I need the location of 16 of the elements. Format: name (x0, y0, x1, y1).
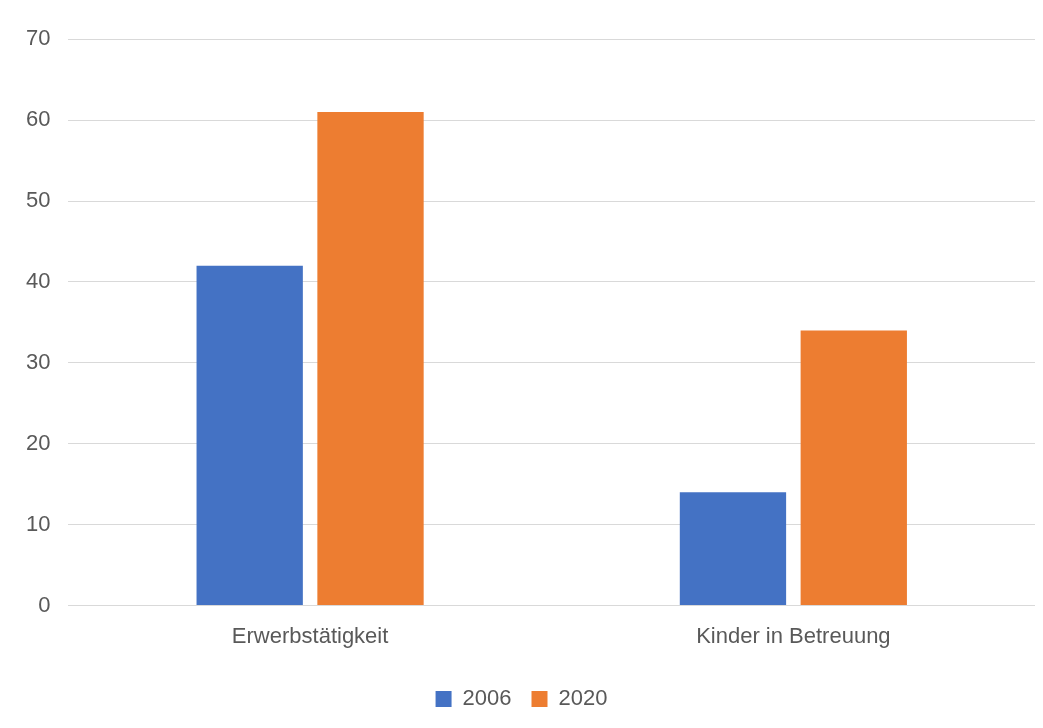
bar (800, 330, 907, 606)
x-tick-label: Erwerbstätigkeit (231, 622, 389, 648)
y-tick-label: 50 (25, 187, 51, 213)
legend-label: 2020 (558, 685, 608, 711)
legend-label: 2006 (462, 685, 512, 711)
y-tick-label: 10 (25, 510, 51, 536)
y-tick-label: 60 (25, 106, 51, 132)
y-tick-label: 30 (25, 348, 51, 374)
x-tick-label: Kinder in Betreuung (696, 622, 891, 648)
y-tick-label: 0 (38, 591, 51, 617)
bar (317, 112, 424, 606)
bar (196, 265, 303, 606)
y-tick-label: 40 (25, 268, 51, 294)
y-tick-label: 70 (25, 25, 51, 51)
bar (679, 492, 787, 606)
y-tick-label: 20 (25, 429, 51, 455)
